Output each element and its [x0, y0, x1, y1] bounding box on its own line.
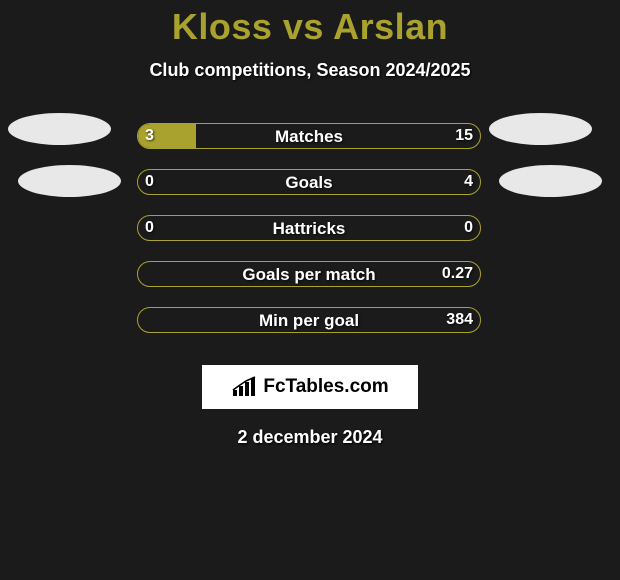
subtitle: Club competitions, Season 2024/2025 — [0, 60, 620, 81]
stat-row: Goals04 — [0, 159, 620, 205]
stat-row: Min per goal384 — [0, 297, 620, 343]
page-title: Kloss vs Arslan — [0, 6, 620, 48]
stat-bar-track — [137, 307, 481, 333]
stat-bar-track — [137, 261, 481, 287]
stats-comparison-card: Kloss vs Arslan Club competitions, Seaso… — [0, 0, 620, 580]
stat-row: Matches315 — [0, 113, 620, 159]
stat-row: Hattricks00 — [0, 205, 620, 251]
stat-bar-fill-left — [138, 124, 196, 148]
stat-bar-track — [137, 169, 481, 195]
stat-rows: Matches315Goals04Hattricks00Goals per ma… — [0, 113, 620, 343]
stat-row: Goals per match0.27 — [0, 251, 620, 297]
bar-chart-icon — [231, 376, 259, 398]
stat-bar-track — [137, 123, 481, 149]
date-label: 2 december 2024 — [0, 427, 620, 448]
source-logo-text: FcTables.com — [263, 376, 388, 398]
stat-bar-track — [137, 215, 481, 241]
source-logo: FcTables.com — [202, 365, 418, 409]
